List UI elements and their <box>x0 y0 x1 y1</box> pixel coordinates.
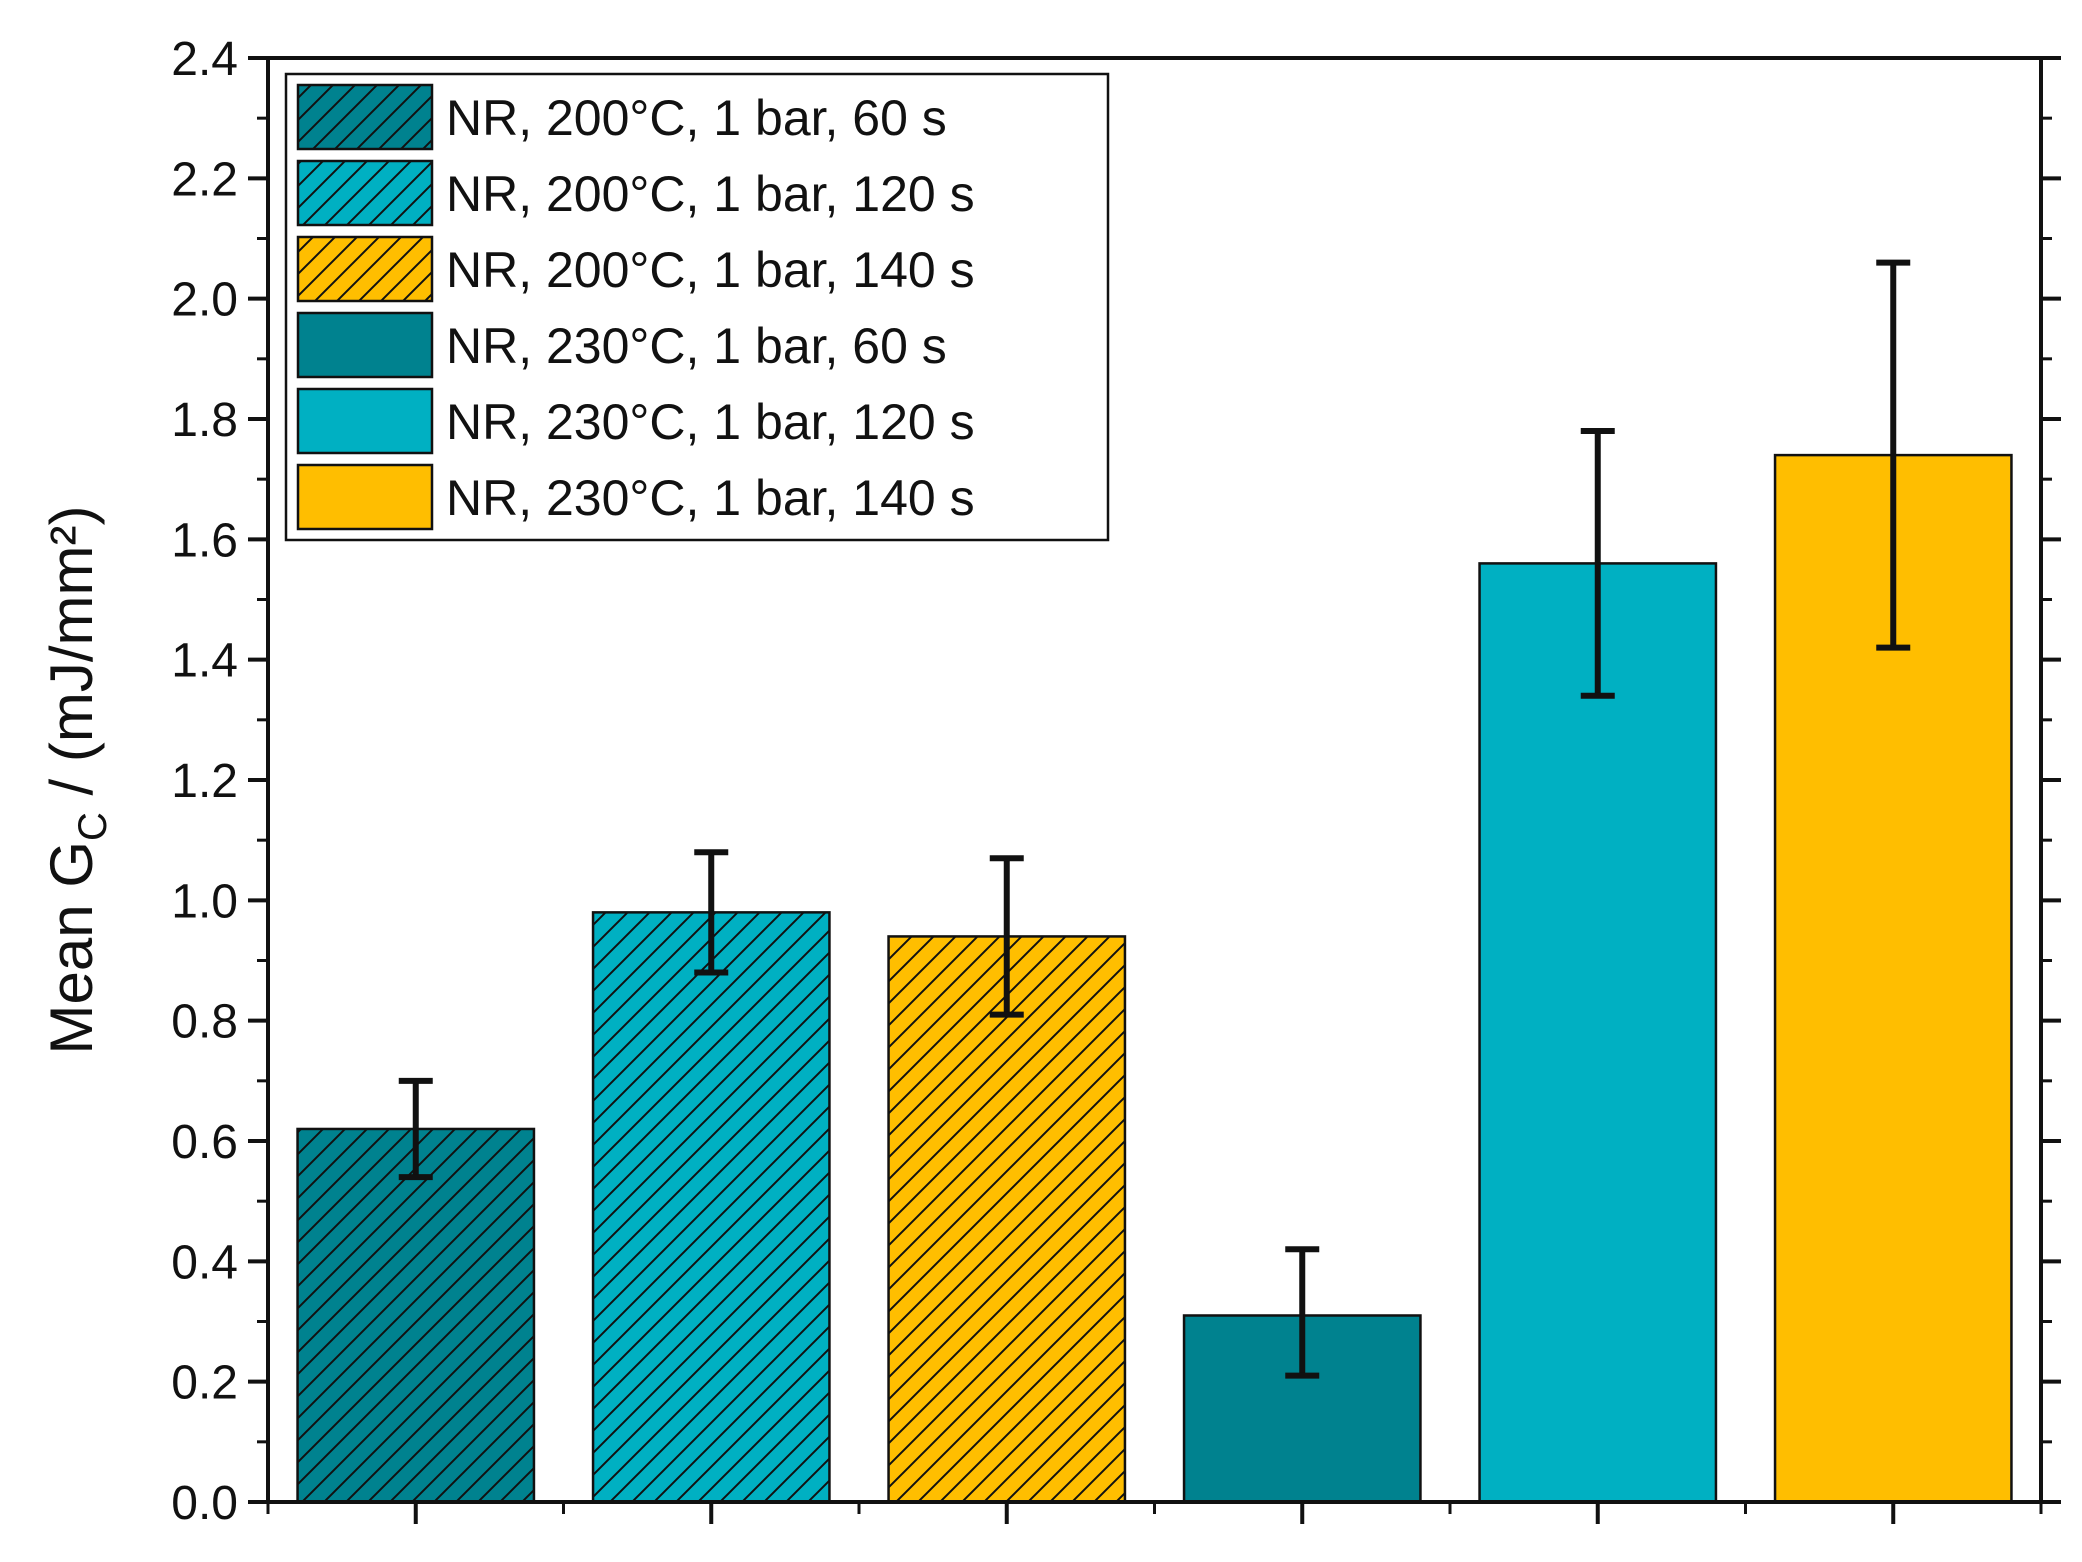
bars-layer <box>296 453 2013 1504</box>
y-axis-title: Mean GC / (mJ/mm²) <box>38 506 115 1055</box>
error-bars-layer <box>398 259 1911 1379</box>
y-tick-label-4: 0.8 <box>171 996 238 1049</box>
legend-label-4: NR, 230°C, 1 bar, 60 s <box>446 318 947 374</box>
bar-5 <box>1478 562 1718 1504</box>
y-axis-title-suffix: / (mJ/mm²) <box>38 506 105 813</box>
legend-swatch-5 <box>296 387 434 455</box>
legend-swatch-2-hatch <box>298 161 432 225</box>
legend-label-2: NR, 200°C, 1 bar, 120 s <box>446 166 975 222</box>
legend-label-3: NR, 200°C, 1 bar, 140 s <box>446 242 975 298</box>
legend-label-6: NR, 230°C, 1 bar, 140 s <box>446 470 975 526</box>
y-tick-label-11: 2.2 <box>171 153 238 206</box>
legend-swatch-6 <box>296 463 434 531</box>
y-axis-title-subscript: C <box>71 812 115 841</box>
x-axis <box>266 1502 2043 1524</box>
y-tick-label-9: 1.8 <box>171 394 238 447</box>
legend-frame <box>284 72 1110 542</box>
bar-3-hatch <box>888 936 1125 1502</box>
legend-label-1: NR, 200°C, 1 bar, 60 s <box>446 90 947 146</box>
y-tick-label-0: 0.0 <box>171 1477 238 1530</box>
y-tick-label-1: 0.2 <box>171 1357 238 1410</box>
y-axis: 0.0 0.2 0.4 0.6 0.8 1.0 1.2 1.4 1.6 1.8 2.0 2.2 2.4 <box>171 33 2061 1530</box>
y-tick-label-12: 2.4 <box>171 33 238 86</box>
y-tick-label-7: 1.4 <box>171 635 238 688</box>
legend-swatch-3-hatch <box>298 237 432 301</box>
y-tick-label-10: 2.0 <box>171 274 238 327</box>
y-tick-label-2: 0.4 <box>171 1236 238 1289</box>
y-axis-title-prefix: Mean G <box>38 841 105 1054</box>
legend: NR, 200°C, 1 bar, 60 s NR, 200°C, 1 bar, … <box>284 72 1110 542</box>
legend-swatch-4 <box>296 311 434 379</box>
bar-1-hatch <box>297 1128 534 1502</box>
legend-label-5: NR, 230°C, 1 bar, 120 s <box>446 394 975 450</box>
y-tick-label-8: 1.6 <box>171 514 238 567</box>
legend-swatch-1-hatch <box>298 85 432 149</box>
y-tick-label-6: 1.2 <box>171 755 238 808</box>
bar-2-hatch <box>593 912 830 1502</box>
y-tick-label-3: 0.6 <box>171 1116 238 1169</box>
y-tick-label-5: 1.0 <box>171 875 238 928</box>
